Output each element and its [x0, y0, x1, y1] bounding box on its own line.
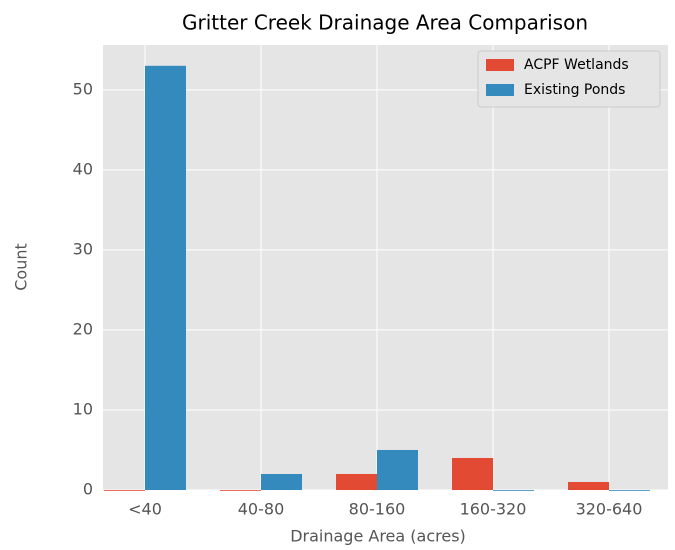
- x-tick-label: 40-80: [238, 500, 285, 519]
- plot-background: [103, 45, 668, 490]
- x-tick-label: 160-320: [460, 500, 527, 519]
- y-axis-label: Count: [12, 243, 31, 291]
- chart-title: Gritter Creek Drainage Area Comparison: [182, 11, 588, 35]
- grid: 0 10 20 30 40 50 <40 40-80 80-160 160-320 320-640: [73, 45, 668, 519]
- legend-label: Existing Ponds: [524, 82, 625, 98]
- x-tick-label: <40: [128, 500, 162, 519]
- legend-swatch: [486, 59, 514, 71]
- bar: [377, 449, 418, 490]
- bar: [220, 490, 261, 491]
- y-tick-label: 50: [73, 79, 93, 98]
- legend-label: ACPF Wetlands: [524, 57, 629, 73]
- bar: [104, 490, 145, 491]
- bars: [104, 65, 650, 491]
- legend: ACPF Wetlands Existing Ponds: [477, 50, 661, 108]
- bar: [336, 473, 377, 490]
- y-tick-label: 30: [73, 239, 93, 258]
- legend-box: [477, 50, 661, 108]
- y-tick-label: 20: [73, 319, 93, 338]
- bar: [568, 481, 609, 490]
- bar: [261, 473, 302, 490]
- x-axis-label: Drainage Area (acres): [290, 527, 466, 546]
- y-tick-label: 40: [73, 159, 93, 178]
- y-tick-label: 0: [83, 480, 93, 499]
- y-tick-label: 10: [73, 399, 93, 418]
- bar: [145, 65, 186, 490]
- x-tick-label: 80-160: [349, 500, 406, 519]
- bar: [493, 490, 534, 491]
- bar: [452, 457, 493, 490]
- legend-swatch: [486, 84, 514, 96]
- bar: [609, 490, 650, 491]
- x-tick-label: 320-640: [576, 500, 643, 519]
